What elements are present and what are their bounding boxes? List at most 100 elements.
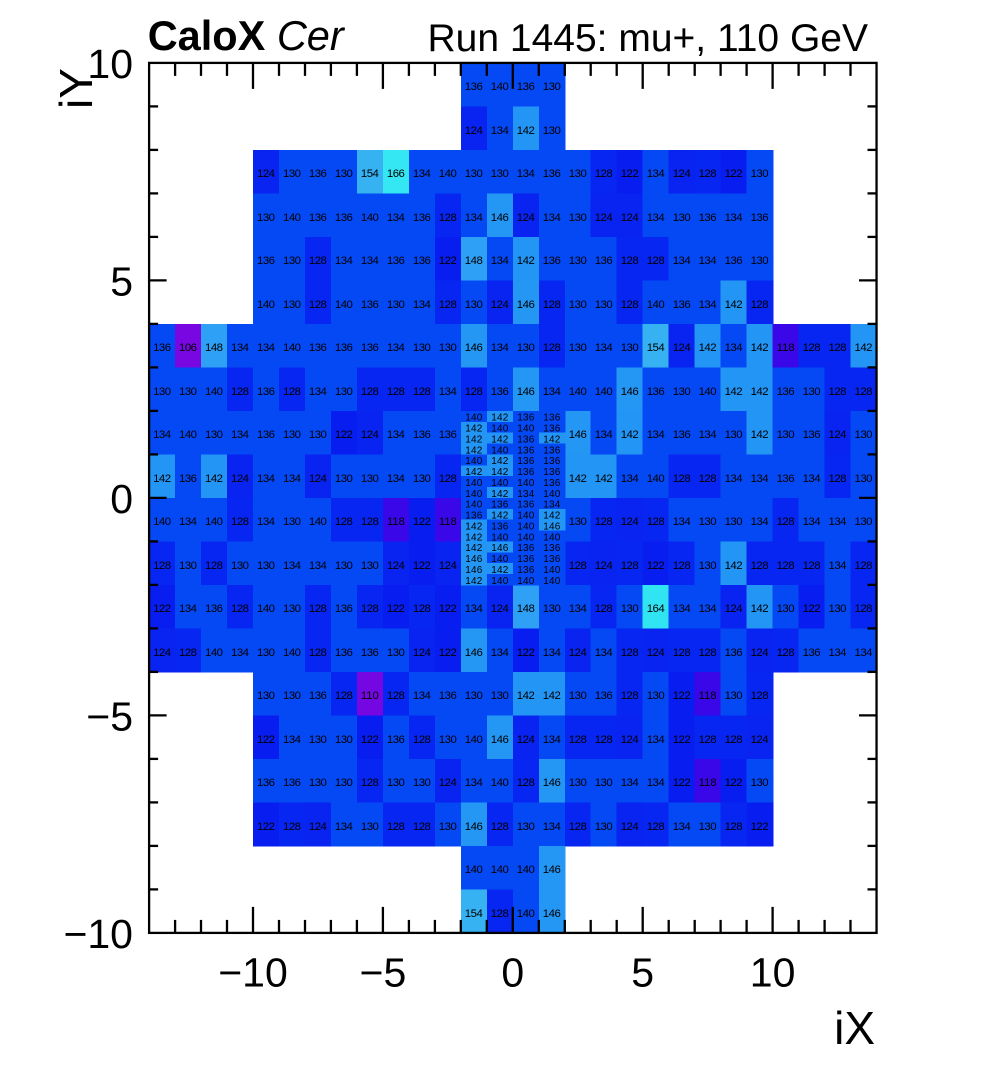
svg-text:134: 134 [673, 255, 691, 267]
svg-text:130: 130 [725, 429, 743, 441]
svg-text:136: 136 [413, 255, 431, 267]
svg-text:136: 136 [543, 413, 560, 424]
svg-text:128: 128 [413, 734, 431, 746]
svg-text:146: 146 [543, 864, 561, 876]
svg-text:124: 124 [751, 647, 769, 659]
svg-text:140: 140 [491, 478, 508, 489]
svg-text:142: 142 [725, 560, 743, 572]
svg-text:128: 128 [621, 647, 639, 659]
svg-text:110: 110 [361, 690, 379, 702]
svg-text:130: 130 [491, 168, 509, 180]
svg-text:140: 140 [517, 522, 534, 533]
svg-text:142: 142 [517, 255, 535, 267]
svg-text:140: 140 [361, 212, 379, 224]
svg-text:130: 130 [179, 560, 197, 572]
svg-text:128: 128 [543, 299, 561, 311]
svg-text:142: 142 [491, 467, 508, 478]
svg-text:134: 134 [465, 777, 483, 789]
svg-text:128: 128 [673, 647, 691, 659]
svg-text:130: 130 [569, 777, 587, 789]
svg-text:130: 130 [335, 734, 353, 746]
svg-text:128: 128 [335, 516, 353, 528]
svg-text:134: 134 [699, 255, 717, 267]
svg-text:136: 136 [361, 299, 379, 311]
svg-text:124: 124 [829, 429, 847, 441]
svg-text:122: 122 [751, 821, 769, 833]
svg-text:134: 134 [257, 516, 275, 528]
svg-text:134: 134 [465, 212, 483, 224]
svg-text:128: 128 [491, 908, 509, 920]
svg-text:134: 134 [725, 342, 743, 354]
svg-text:128: 128 [751, 560, 769, 572]
svg-text:128: 128 [725, 734, 743, 746]
svg-text:146: 146 [465, 565, 482, 576]
svg-text:128: 128 [309, 255, 327, 267]
svg-text:136: 136 [595, 690, 613, 702]
svg-text:124: 124 [517, 734, 535, 746]
svg-text:140: 140 [491, 532, 508, 543]
svg-text:134: 134 [335, 821, 353, 833]
svg-text:130: 130 [855, 516, 873, 528]
svg-text:128: 128 [777, 516, 795, 528]
svg-text:136: 136 [309, 212, 327, 224]
svg-text:136: 136 [543, 478, 560, 489]
svg-text:130: 130 [673, 386, 691, 398]
svg-text:140: 140 [465, 413, 482, 424]
svg-text:130: 130 [595, 299, 613, 311]
svg-text:146: 146 [465, 554, 482, 565]
svg-text:136: 136 [257, 255, 275, 267]
svg-text:136: 136 [543, 424, 560, 435]
svg-text:128: 128 [335, 690, 353, 702]
svg-text:136: 136 [543, 554, 560, 565]
svg-text:118: 118 [387, 516, 405, 528]
svg-text:134: 134 [647, 429, 665, 441]
svg-text:136: 136 [595, 255, 613, 267]
svg-text:136: 136 [803, 429, 821, 441]
svg-text:128: 128 [777, 560, 795, 572]
svg-text:136: 136 [543, 456, 560, 467]
svg-text:136: 136 [257, 777, 275, 789]
svg-text:130: 130 [569, 342, 587, 354]
svg-text:130: 130 [335, 168, 353, 180]
svg-text:130: 130 [543, 81, 561, 93]
svg-text:130: 130 [725, 690, 743, 702]
svg-text:130: 130 [647, 690, 665, 702]
svg-text:142: 142 [543, 435, 560, 446]
svg-text:136: 136 [517, 456, 534, 467]
svg-text:128: 128 [361, 603, 379, 615]
svg-text:134: 134 [699, 299, 717, 311]
svg-text:130: 130 [595, 777, 613, 789]
svg-text:122: 122 [439, 603, 457, 615]
svg-text:122: 122 [803, 603, 821, 615]
svg-text:134: 134 [803, 473, 821, 485]
svg-text:136: 136 [517, 500, 534, 511]
svg-text:130: 130 [465, 299, 483, 311]
svg-text:140: 140 [517, 511, 534, 522]
svg-text:130: 130 [491, 690, 509, 702]
svg-text:128: 128 [595, 734, 613, 746]
svg-text:142: 142 [699, 342, 717, 354]
svg-text:130: 130 [569, 516, 587, 528]
svg-text:130: 130 [335, 473, 353, 485]
svg-text:146: 146 [543, 522, 560, 533]
svg-text:140: 140 [283, 647, 301, 659]
svg-text:130: 130 [283, 168, 301, 180]
svg-text:134: 134 [829, 516, 847, 528]
svg-text:Run 1445: mu+, 110 GeV: Run 1445: mu+, 110 GeV [428, 17, 868, 60]
svg-text:130: 130 [543, 125, 561, 137]
svg-text:140: 140 [491, 864, 509, 876]
svg-text:124: 124 [673, 342, 691, 354]
svg-text:148: 148 [517, 603, 535, 615]
svg-text:128: 128 [803, 560, 821, 572]
svg-text:130: 130 [569, 690, 587, 702]
svg-text:134: 134 [439, 386, 457, 398]
svg-text:128: 128 [231, 603, 249, 615]
svg-text:124: 124 [621, 212, 639, 224]
svg-text:142: 142 [855, 342, 873, 354]
svg-text:122: 122 [439, 255, 457, 267]
svg-text:124: 124 [725, 603, 743, 615]
svg-text:134: 134 [855, 647, 873, 659]
svg-text:130: 130 [465, 168, 483, 180]
svg-text:134: 134 [491, 647, 509, 659]
svg-text:134: 134 [595, 342, 613, 354]
